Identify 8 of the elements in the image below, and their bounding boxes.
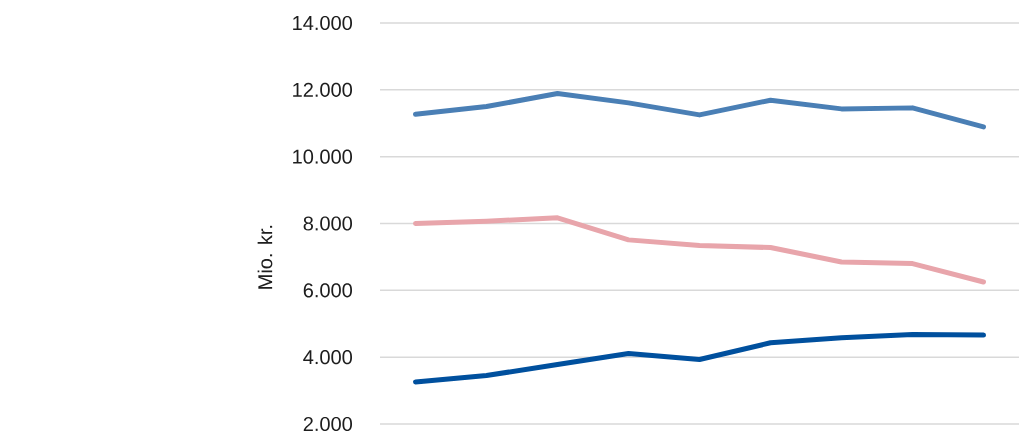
y-tick-label: 4.000	[303, 350, 353, 365]
y-tick-label: 14.000	[293, 15, 353, 31]
y-tick-label: 10.000	[293, 149, 353, 164]
y-tick-label: 8.000	[303, 216, 353, 231]
y-tick-label: 12.000	[293, 82, 353, 97]
y-axis-title: Mio. kr.	[257, 225, 273, 289]
y-tick-label: 2.000	[303, 416, 353, 432]
y-tick-label: 6.000	[303, 283, 353, 298]
